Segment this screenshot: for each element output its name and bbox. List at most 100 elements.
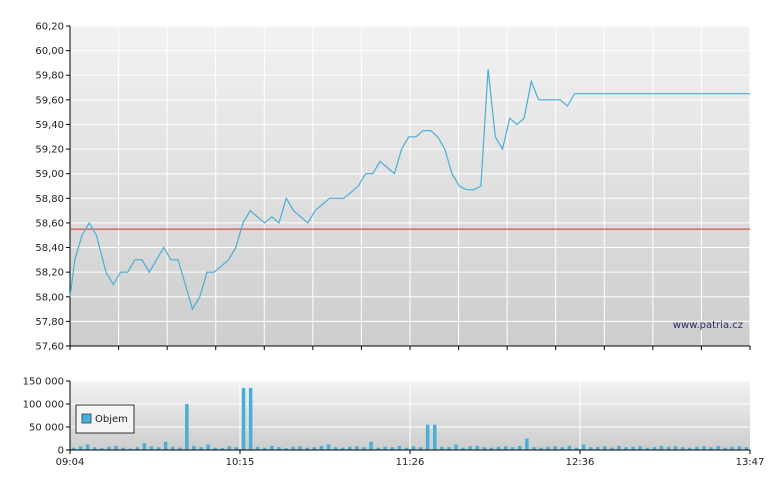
volume-panel: 0 50 000 100 000 150 000 09:04 10:15 11:26 12:… [23, 377, 765, 469]
volume-bar [482, 447, 487, 450]
volume-bar [241, 387, 246, 450]
price-y-tick-label: 58,60 [35, 218, 64, 229]
volume-bar [539, 447, 543, 450]
volume-bar [737, 446, 742, 450]
price-y-tick-label: 58,40 [35, 243, 64, 254]
volume-x-tick-label: 11:26 [396, 457, 425, 468]
volume-bar [206, 444, 210, 450]
volume-bar [298, 446, 302, 450]
volume-bar [652, 447, 657, 450]
volume-bar [376, 447, 380, 450]
volume-bar [688, 447, 692, 450]
volume-bar [695, 446, 699, 450]
volume-bar [595, 446, 600, 450]
volume-bar [234, 447, 239, 450]
volume-bar [468, 446, 472, 450]
legend-swatch [81, 413, 92, 424]
volume-bar [624, 447, 628, 450]
volume-bar [525, 438, 529, 450]
volume-bar [567, 445, 572, 450]
price-y-tick-label: 58,00 [35, 292, 64, 303]
volume-bar [284, 448, 288, 450]
volume-x-tick-label: 13:47 [736, 457, 765, 468]
volume-bar [142, 443, 147, 450]
volume-bar [723, 447, 727, 450]
volume-bar [518, 445, 522, 450]
volume-y-tick-label: 0 [58, 446, 64, 457]
volume-y-tick-label: 150 000 [23, 377, 64, 388]
price-y-tick-label: 57,80 [35, 317, 64, 328]
volume-bar [510, 447, 515, 450]
volume-bar [440, 446, 444, 450]
volume-bar [503, 446, 508, 450]
volume-bar [305, 447, 309, 450]
volume-bar [496, 446, 501, 450]
volume-bar [312, 447, 317, 450]
volume-bar [397, 445, 402, 450]
volume-bar [447, 447, 451, 450]
volume-bar [340, 447, 345, 450]
legend-label: Objem [95, 414, 128, 425]
volume-bar [574, 447, 579, 450]
volume-bar [263, 447, 267, 450]
volume-bar [532, 447, 536, 450]
volume-bar [128, 448, 132, 450]
price-y-tick-label: 58,20 [35, 268, 64, 279]
volume-bar [645, 447, 649, 450]
volume-bar [362, 447, 366, 450]
price-y-tick-label: 60,20 [35, 22, 64, 33]
volume-bar [326, 444, 331, 450]
price-y-tick-label: 59,80 [35, 71, 64, 82]
volume-bar [319, 445, 324, 450]
volume-bar [730, 446, 734, 450]
volume-bar [588, 447, 593, 450]
volume-bar [135, 447, 139, 450]
volume-bar [709, 447, 713, 450]
volume-bar [659, 445, 664, 450]
volume-bar [581, 444, 586, 450]
volume-bar [475, 445, 479, 450]
price-y-tick-label: 57,60 [35, 342, 64, 353]
volume-bar [93, 447, 97, 450]
volume-bar [411, 446, 416, 450]
volume-bar [390, 447, 394, 450]
volume-bar [454, 444, 458, 450]
volume-bar [71, 447, 76, 450]
volume-x-axis-ticks: 09:04 10:15 11:26 12:36 13:47 [56, 450, 765, 468]
price-series-line [69, 69, 750, 311]
watermark: www.patria.cz [673, 320, 743, 331]
price-y-tick-label: 59,00 [35, 169, 64, 180]
price-panel: 57,60 57,80 58,00 58,20 58,40 58,60 58,80 59,00… [35, 22, 751, 353]
volume-bar [333, 447, 338, 450]
price-y-axis: 57,60 57,80 58,00 58,20 58,40 58,60 58,80 59,00… [35, 22, 71, 353]
price-y-tick-label: 59,20 [35, 145, 64, 156]
volume-bar [603, 446, 607, 450]
volume-bar [716, 445, 720, 450]
price-y-tick-label: 58,80 [35, 194, 64, 205]
volume-bar [163, 441, 168, 450]
volume-bar [192, 445, 196, 450]
volume-bar [199, 447, 203, 450]
volume-bar [270, 445, 274, 450]
volume-x-tick-label: 09:04 [56, 457, 85, 468]
volume-bars [71, 387, 749, 450]
volume-y-axis: 0 50 000 100 000 150 000 [23, 377, 71, 457]
volume-bar [553, 446, 557, 450]
volume-bar [673, 446, 678, 450]
price-x-ticks [69, 346, 751, 350]
volume-bar [85, 444, 90, 450]
volume-legend: Objem [75, 404, 135, 434]
volume-bar [121, 447, 125, 450]
volume-x-tick-label: 12:36 [566, 457, 595, 468]
volume-bar [178, 447, 182, 450]
volume-bar [156, 447, 161, 450]
volume-bar [666, 446, 671, 450]
volume-bar [369, 441, 373, 450]
volume-bar [610, 447, 614, 450]
volume-bar [114, 445, 118, 450]
volume-y-tick-label: 50 000 [29, 423, 64, 434]
volume-bar [617, 445, 621, 450]
volume-bar [461, 447, 465, 450]
volume-bar [404, 447, 409, 450]
